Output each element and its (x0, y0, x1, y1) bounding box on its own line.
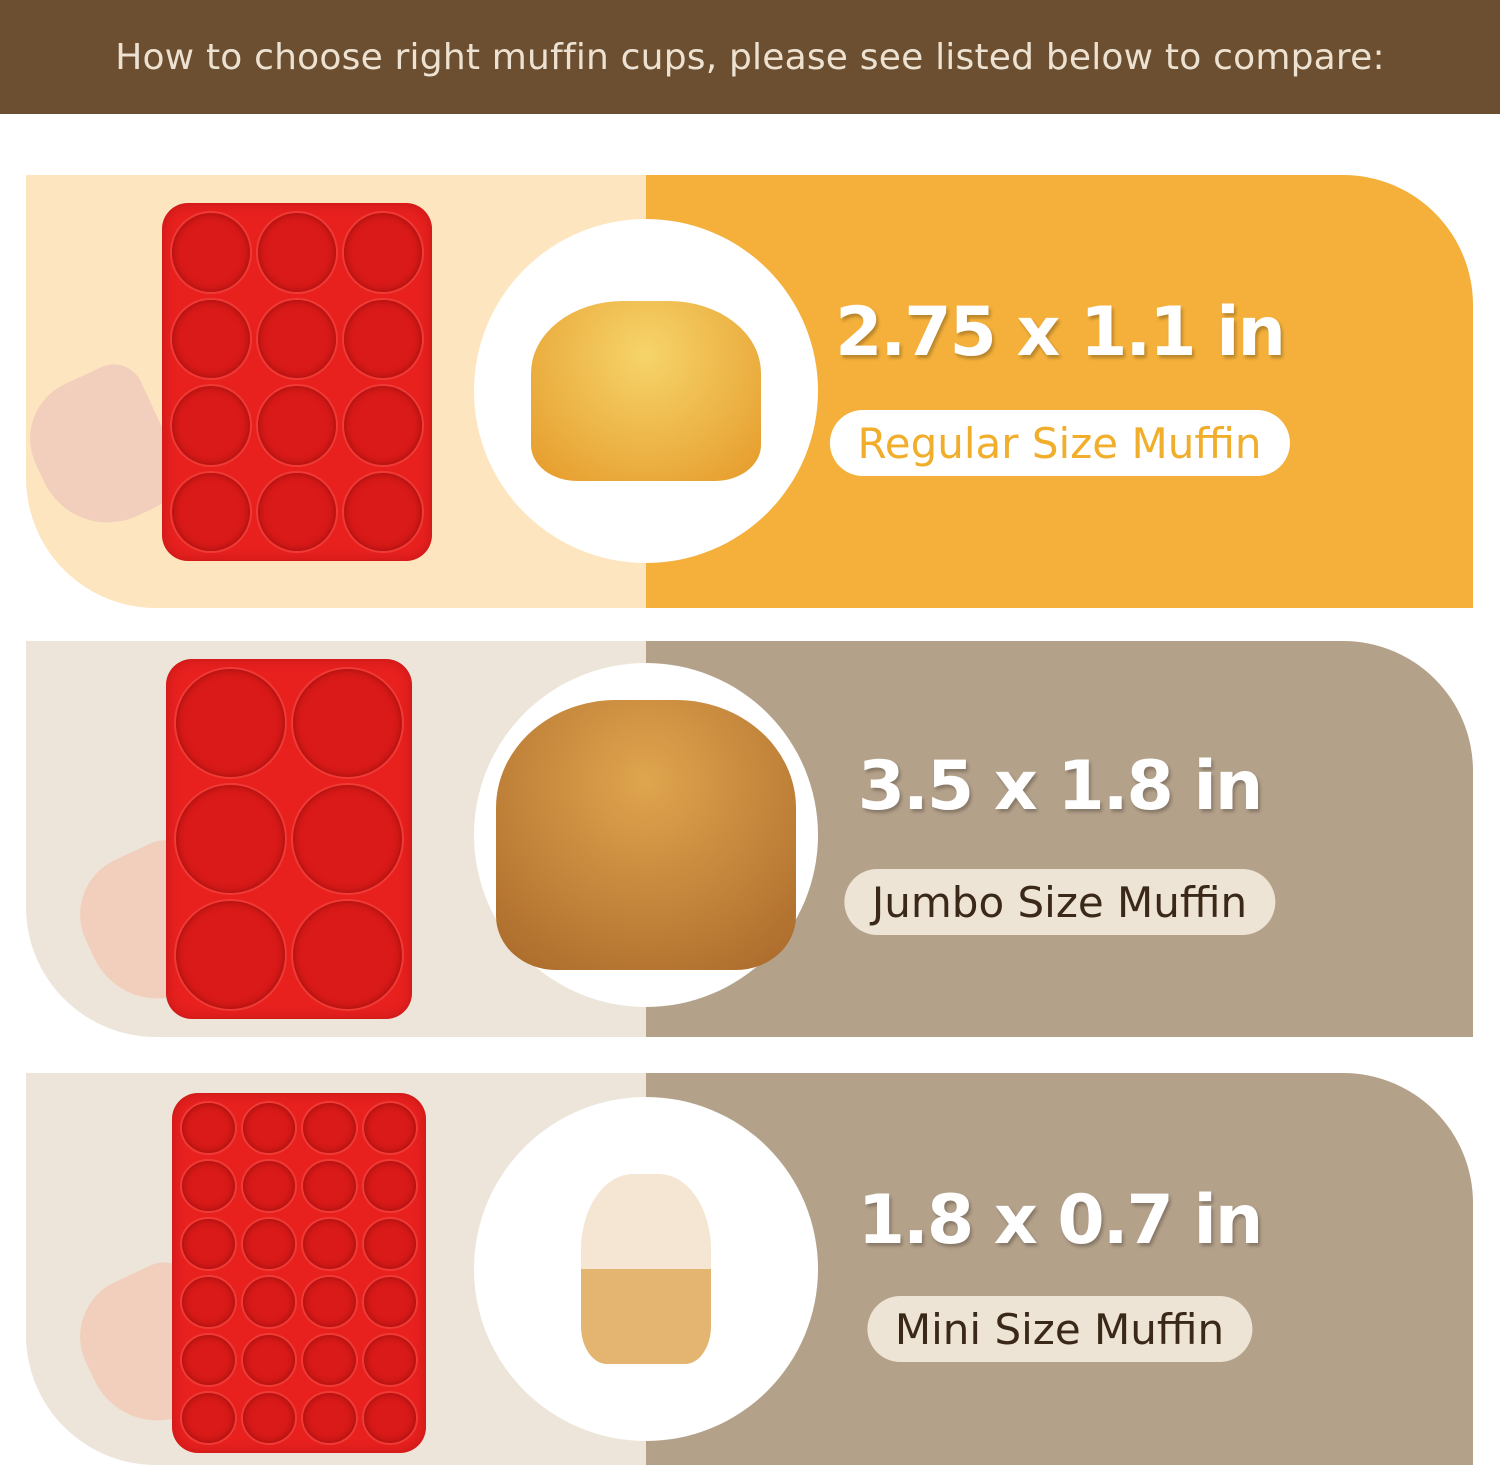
muffin-cup (258, 299, 336, 378)
muffin-cup (303, 1161, 356, 1211)
muffin-cup (363, 1335, 416, 1385)
muffin-cup (172, 472, 250, 551)
muffin-cup (363, 1103, 416, 1153)
muffin-cup (258, 472, 336, 551)
muffin-cup (363, 1393, 416, 1443)
size-label-pill: Regular Size Muffin (829, 410, 1290, 476)
regular-size-row: 2.75 x 1.1 in Regular Size Muffin (10, 175, 1473, 608)
size-label-pill: Mini Size Muffin (866, 1296, 1253, 1362)
muffin-cup (242, 1219, 295, 1269)
jumbo-muffin-tray-image (166, 659, 412, 1019)
muffin-cup (258, 386, 336, 465)
muffin-cup (303, 1393, 356, 1443)
muffin-cup (303, 1277, 356, 1327)
muffin-cup (242, 1277, 295, 1327)
muffin-cup (242, 1335, 295, 1385)
muffin-cup (363, 1161, 416, 1211)
muffin-cup (182, 1219, 235, 1269)
size-dimensions: 2.75 x 1.1 in (835, 293, 1286, 372)
muffin-cup (176, 669, 285, 777)
size-dimensions: 1.8 x 0.7 in (857, 1181, 1264, 1260)
muffin-cup (172, 299, 250, 378)
muffin-cup (176, 785, 285, 893)
muffin-cup (172, 386, 250, 465)
muffin-cup (293, 669, 402, 777)
muffin-cup (182, 1277, 235, 1327)
muffin-cup (344, 386, 422, 465)
muffin-cup (303, 1335, 356, 1385)
header-title: How to choose right muffin cups, please … (115, 36, 1385, 78)
muffin-cup (176, 901, 285, 1009)
muffin-cup (363, 1219, 416, 1269)
jumbo-muffin-image (496, 700, 796, 970)
regular-muffin-tray-image (162, 203, 432, 561)
muffin-photo-circle (474, 663, 818, 1007)
muffin-photo-circle (474, 1097, 818, 1441)
muffin-cup (344, 213, 422, 292)
size-dimensions: 3.5 x 1.8 in (857, 747, 1264, 826)
muffin-cup (242, 1161, 295, 1211)
muffin-cup (182, 1335, 235, 1385)
muffin-cup (293, 785, 402, 893)
mini-size-row: 1.8 x 0.7 in Mini Size Muffin (26, 1073, 1473, 1465)
muffin-cup (303, 1103, 356, 1153)
header-banner: How to choose right muffin cups, please … (0, 0, 1500, 114)
muffin-cup (363, 1277, 416, 1327)
muffin-photo-circle (474, 219, 818, 563)
muffin-cup (172, 213, 250, 292)
mini-muffin-tray-image (172, 1093, 426, 1453)
muffin-cup (293, 901, 402, 1009)
muffin-cup (303, 1219, 356, 1269)
muffin-cup (182, 1103, 235, 1153)
size-label-pill: Jumbo Size Muffin (843, 869, 1276, 935)
jumbo-size-row: 3.5 x 1.8 in Jumbo Size Muffin (26, 641, 1473, 1037)
egg-muffin-image (531, 301, 761, 481)
muffin-cup (242, 1103, 295, 1153)
muffin-cup (344, 472, 422, 551)
muffin-cup (344, 299, 422, 378)
muffin-cup (182, 1161, 235, 1211)
muffin-cup (242, 1393, 295, 1443)
mini-cupcake-image (581, 1174, 711, 1364)
muffin-cup (182, 1393, 235, 1443)
muffin-cup (258, 213, 336, 292)
